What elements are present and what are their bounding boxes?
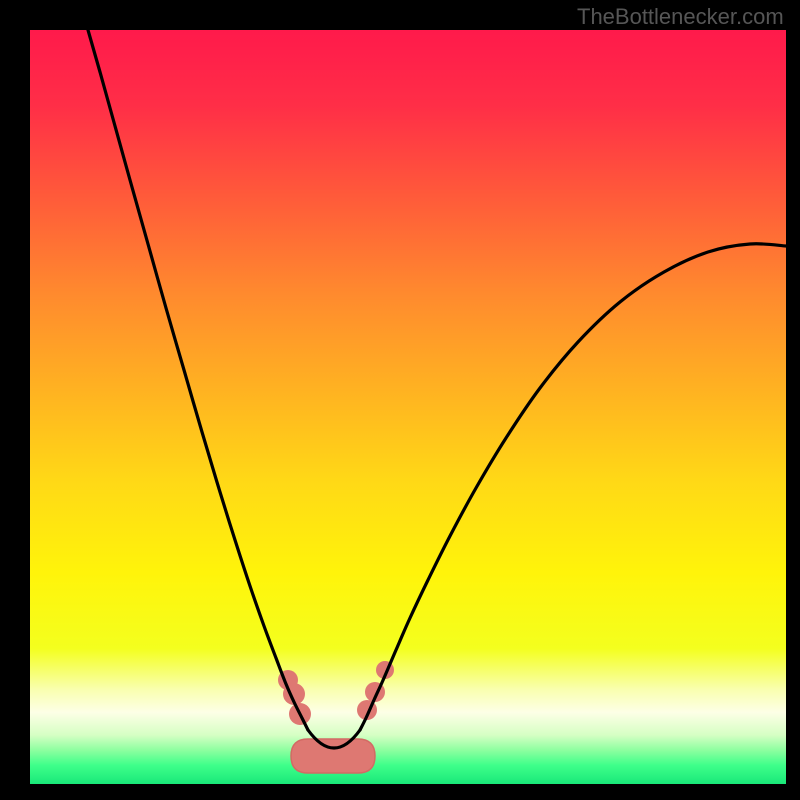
gradient-background (30, 30, 786, 784)
watermark-text: TheBottlenecker.com (577, 4, 784, 30)
plot-area (30, 30, 786, 784)
